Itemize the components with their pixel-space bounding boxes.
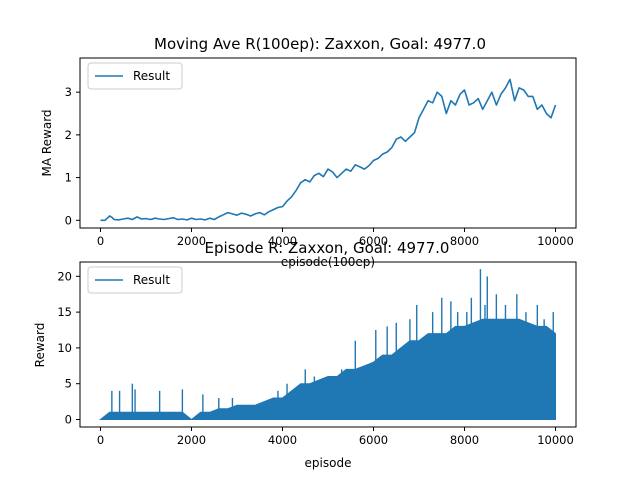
ma-y-tick-label: 1 [65, 171, 72, 185]
ma-x-tick-label: 6000 [359, 234, 388, 248]
episode-legend: Result [87, 266, 183, 294]
episode-series-area [98, 318, 557, 421]
episode-y-ticks: 0 5 10 15 20 [57, 269, 80, 426]
ma-plot-area [100, 78, 557, 222]
ma-y-tick-label: 2 [65, 128, 72, 142]
ma-y-tick-label: 3 [65, 85, 72, 99]
ma-y-ticks: 0 1 2 3 [65, 85, 80, 227]
ma-x-tick-label: 10000 [537, 234, 574, 248]
episode-y-tick-label: 10 [57, 341, 72, 355]
ma-legend-box [87, 62, 183, 90]
episode-legend-label: Result [133, 273, 170, 287]
episode-y-tick-label: 5 [65, 377, 72, 391]
ma-reward-chart: Moving Ave R(100ep): Zaxxon, Goal: 4977.… [40, 35, 577, 269]
ma-x-tick-label: 8000 [450, 234, 479, 248]
episode-x-tick-label: 6000 [359, 433, 388, 447]
episode-x-tick-label: 4000 [268, 433, 297, 447]
episode-plot-area [98, 269, 557, 421]
episode-legend-box [87, 266, 183, 294]
episode-x-axis-label: episode [305, 456, 352, 470]
episode-y-tick-label: 0 [65, 412, 72, 426]
ma-legend: Result [87, 62, 183, 90]
episode-x-tick-label: 0 [97, 433, 104, 447]
ma-y-tick-label: 0 [65, 213, 72, 227]
episode-x-ticks: 0 2000 4000 6000 8000 10000 [97, 427, 574, 447]
episode-chart-title: Episode R: Zaxxon, Goal: 4977.0 [205, 239, 450, 257]
ma-legend-label: Result [133, 69, 170, 83]
ma-x-tick-label: 0 [97, 234, 104, 248]
episode-x-tick-label: 10000 [537, 433, 574, 447]
episode-y-tick-label: 15 [57, 305, 72, 319]
ma-x-tick-label: 2000 [177, 234, 206, 248]
episode-axes-frame [79, 261, 577, 428]
ma-x-ticks: 0 2000 4000 6000 8000 10000 [97, 228, 574, 248]
ma-chart-title: Moving Ave R(100ep): Zaxxon, Goal: 4977.… [154, 35, 486, 53]
ma-series-line [100, 78, 557, 222]
ma-axes-frame [79, 57, 577, 229]
ma-x-tick-label: 4000 [268, 234, 297, 248]
episode-x-tick-label: 2000 [177, 433, 206, 447]
episode-y-axis-label: Reward [33, 323, 47, 368]
episode-y-tick-label: 20 [57, 269, 72, 283]
ma-y-axis-label: MA Reward [40, 109, 54, 176]
episode-x-tick-label: 8000 [450, 433, 479, 447]
